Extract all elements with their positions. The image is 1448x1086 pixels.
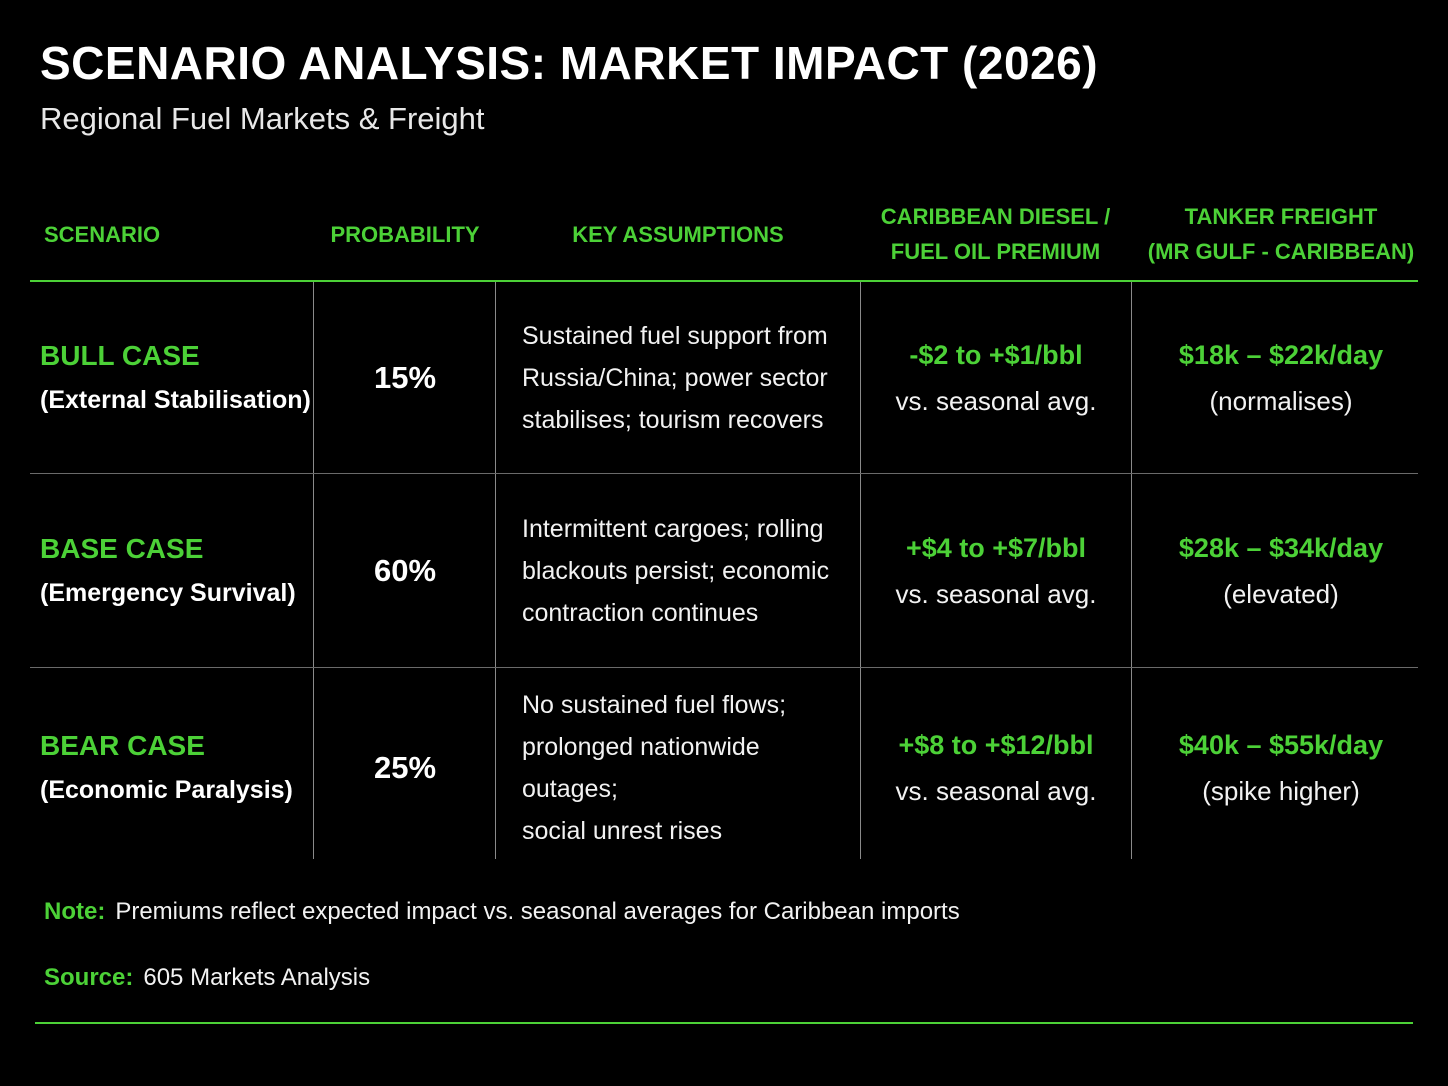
header-premium: CARIBBEAN DIESEL / FUEL OIL PREMIUM	[860, 190, 1131, 278]
scenario-subtitle: (External Stabilisation)	[40, 385, 311, 414]
footer-divider	[35, 1022, 1413, 1024]
column-divider	[1131, 282, 1132, 859]
header-divider	[30, 280, 1418, 282]
column-divider	[860, 282, 861, 859]
scenario-subtitle: (Economic Paralysis)	[40, 776, 293, 804]
column-divider	[313, 282, 314, 859]
scenario-name: BULL CASE	[40, 339, 200, 371]
table-row-bull-assumptions: Sustained fuel support from Russia/China…	[522, 282, 852, 473]
source-label: Source:	[44, 964, 134, 991]
footnote-text: Premiums reflect expected impact vs. sea…	[115, 898, 960, 925]
table-row-bear-freight: $40k – $55k/day (spike higher)	[1132, 668, 1430, 868]
freight-value: $40k – $55k/day	[1178, 730, 1384, 760]
header-scenario: SCENARIO	[44, 190, 304, 278]
table-row-base-assumptions: Intermittent cargoes; rolling blackouts …	[522, 474, 852, 667]
premium-note: vs. seasonal avg.	[895, 776, 1097, 806]
freight-note: (elevated)	[1223, 578, 1339, 609]
table-row-base-probability: 60%	[314, 474, 496, 667]
premium-value: -$2 to +$1/bbl	[909, 339, 1083, 370]
table-row-bull-probability: 15%	[314, 282, 496, 473]
freight-value: $18k – $22k/day	[1178, 339, 1384, 370]
row-divider	[30, 667, 1418, 668]
header-freight: TANKER FREIGHT (MR GULF - CARIBBEAN)	[1131, 190, 1431, 278]
table-row-bear-assumptions: No sustained fuel flows; prolonged natio…	[522, 668, 858, 868]
footnote: Note: Premiums reflect expected impact vs…	[44, 898, 960, 926]
page-subtitle: Regional Fuel Markets & Freight	[40, 101, 485, 136]
assumption-line: Russia/China; power sector	[522, 363, 828, 392]
premium-value: +$4 to +$7/bbl	[905, 532, 1087, 563]
assumption-line: contraction continues	[522, 598, 759, 627]
header-freight-line1: TANKER FREIGHT	[1184, 204, 1378, 229]
header-probability: PROBABILITY	[314, 190, 496, 278]
table-row-bear-premium: +$8 to +$12/bbl vs. seasonal avg.	[861, 668, 1131, 868]
page-title: SCENARIO ANALYSIS: MARKET IMPACT (2026)	[40, 37, 1099, 89]
premium-note: vs. seasonal avg.	[895, 578, 1097, 609]
header-freight-line2: (MR GULF - CARIBBEAN)	[1147, 239, 1415, 264]
table-row-bull-freight: $18k – $22k/day (normalises)	[1132, 282, 1430, 473]
source-text: 605 Markets Analysis	[143, 964, 371, 991]
assumption-line: Intermittent cargoes; rolling	[522, 514, 824, 543]
freight-value: $28k – $34k/day	[1178, 532, 1384, 563]
header-premium-line1: CARIBBEAN DIESEL /	[880, 204, 1111, 229]
table-row-bear-scenario: BEAR CASE (Economic Paralysis)	[40, 668, 312, 868]
source-note: Source: 605 Markets Analysis	[44, 964, 370, 992]
premium-note: vs. seasonal avg.	[895, 385, 1097, 416]
table-row-bear-probability: 25%	[314, 668, 496, 868]
scenario-name: BEAR CASE	[40, 730, 205, 761]
table-row-bull-scenario: BULL CASE (External Stabilisation)	[40, 282, 312, 473]
column-divider	[495, 282, 496, 859]
assumption-line: Sustained fuel support from	[522, 321, 828, 350]
assumption-line: prolonged nationwide outages;	[522, 733, 760, 803]
assumption-line: social unrest rises	[522, 817, 723, 845]
scenario-subtitle: (Emergency Survival)	[40, 578, 296, 607]
row-divider	[30, 473, 1418, 474]
table-row-base-freight: $28k – $34k/day (elevated)	[1132, 474, 1430, 667]
header-assumptions: KEY ASSUMPTIONS	[496, 190, 860, 278]
probability-value: 25%	[373, 750, 437, 785]
premium-value: +$8 to +$12/bbl	[898, 730, 1094, 760]
header-scenario-label: SCENARIO	[44, 221, 161, 247]
assumption-line: No sustained fuel flows;	[522, 691, 787, 719]
freight-note: (spike higher)	[1202, 776, 1360, 806]
header-assumptions-label: KEY ASSUMPTIONS	[572, 221, 784, 247]
table-row-base-premium: +$4 to +$7/bbl vs. seasonal avg.	[861, 474, 1131, 667]
header-probability-label: PROBABILITY	[330, 221, 480, 247]
table-row-bull-premium: -$2 to +$1/bbl vs. seasonal avg.	[861, 282, 1131, 473]
freight-note: (normalises)	[1209, 385, 1353, 416]
assumption-line: blackouts persist; economic	[522, 556, 830, 585]
table-row-base-scenario: BASE CASE (Emergency Survival)	[40, 474, 312, 667]
probability-value: 60%	[373, 552, 437, 588]
assumption-line: stabilises; tourism recovers	[522, 405, 824, 434]
scenario-name: BASE CASE	[40, 532, 204, 564]
header-premium-line2: FUEL OIL PREMIUM	[890, 239, 1101, 264]
footnote-label: Note:	[44, 898, 106, 925]
probability-value: 15%	[373, 359, 437, 395]
